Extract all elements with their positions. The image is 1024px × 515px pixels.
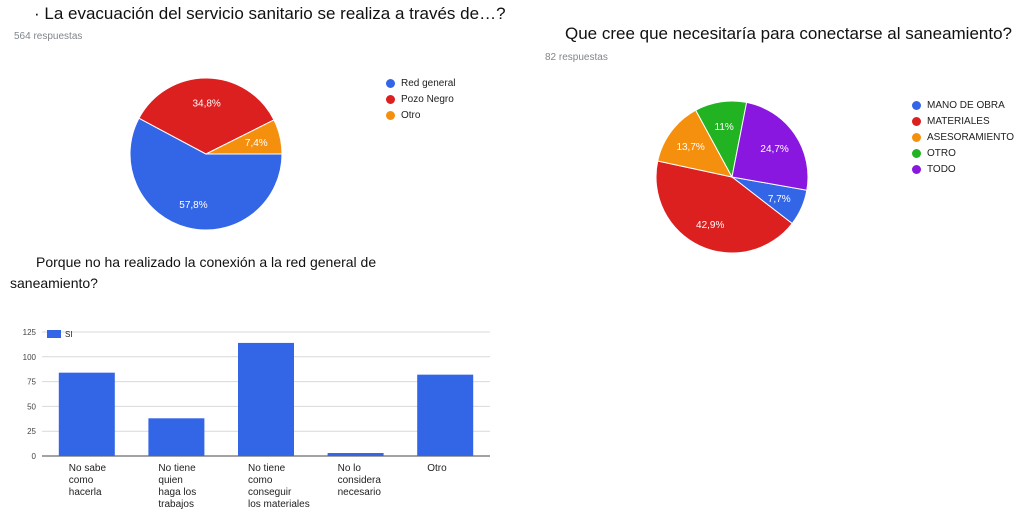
y-tick-label: 50 <box>27 402 36 411</box>
bar-5 <box>417 374 474 456</box>
chart1-response-count: 564 respuestas <box>14 31 83 42</box>
x-category-label: conseguir <box>248 487 292 498</box>
pie2-value-label: 24,7% <box>760 144 788 155</box>
pie1-value-label: 7,4% <box>245 138 268 149</box>
legend-label: OTRO <box>927 147 956 159</box>
legend-swatch <box>912 116 921 126</box>
pie1-value-label: 34,8% <box>192 98 220 109</box>
bar-3 <box>238 342 294 456</box>
x-category-label: No tiene <box>158 463 196 474</box>
x-category-label: haga los <box>158 487 196 498</box>
chart1-legend-item: Pozo Negro <box>386 91 455 107</box>
x-category-label: hacerla <box>69 487 102 498</box>
chart2-legend: MANO DE OBRA MATERIALES ASESORAMIENTO OTRO T… <box>912 97 1014 177</box>
x-category-label: No lo <box>338 463 362 474</box>
pie2-value-label: 42,9% <box>696 220 724 231</box>
chart3-title: Porque no ha realizado la conexión a la … <box>10 252 376 294</box>
chart3-title-line2: saneamiento? <box>10 275 98 291</box>
y-tick-label: 125 <box>23 328 37 337</box>
y-tick-label: 25 <box>27 427 36 436</box>
pie-chart-evacuacion: 57,8% 34,8% 7,4% <box>129 77 283 231</box>
chart2-legend-item: ASESORAMIENTO <box>912 129 1014 145</box>
chart1-legend-item: Red general <box>386 75 455 91</box>
x-category-label: los materiales <box>248 499 310 510</box>
pie2-slice-todo <box>731 101 809 191</box>
bar-4 <box>327 453 384 456</box>
chart1-legend-item: Otro <box>386 107 455 123</box>
bar-legend-label: SI <box>65 330 73 339</box>
chart1-legend: Red general Pozo Negro Otro <box>386 75 455 123</box>
y-tick-label: 0 <box>32 452 37 461</box>
pie1-slice-pozo-negro <box>138 77 275 155</box>
x-category-label: No sabe <box>69 463 107 474</box>
legend-label: MATERIALES <box>927 115 990 127</box>
legend-swatch <box>912 132 921 142</box>
chart2-title: Que cree que necesitaría para conectarse… <box>565 24 1012 43</box>
legend-label: Pozo Negro <box>401 93 454 105</box>
y-tick-label: 75 <box>27 378 36 387</box>
legend-label: Red general <box>401 77 456 89</box>
legend-label: TODO <box>927 163 956 175</box>
legend-swatch <box>386 110 395 120</box>
x-category-label: necesario <box>338 487 382 498</box>
pie2-value-label: 13,7% <box>676 142 704 153</box>
pie1-slice-red-general <box>129 117 283 231</box>
x-category-label: como <box>248 475 273 486</box>
legend-swatch <box>386 94 395 104</box>
legend-swatch <box>912 100 921 110</box>
chart2-legend-item: TODO <box>912 161 1014 177</box>
chart1-title: · La evacuación del servicio sanitario s… <box>34 4 506 23</box>
x-category-label: Otro <box>427 463 447 474</box>
chart2-legend-item: OTRO <box>912 145 1014 161</box>
pie1-slice-otro <box>205 119 283 155</box>
pie2-slice-materiales <box>655 160 793 254</box>
legend-swatch <box>912 164 921 174</box>
chart2-response-count: 82 respuestas <box>545 52 608 63</box>
legend-label: Otro <box>401 109 421 121</box>
chart2-legend-item: MATERIALES <box>912 113 1014 129</box>
pie-chart-necesidades: 7,7% 42,9% 13,7% 11% 24,7% <box>655 100 809 254</box>
pie1-value-label: 57,8% <box>179 200 207 211</box>
chart2-legend-item: MANO DE OBRA <box>912 97 1014 113</box>
pie2-slice-asesoramiento <box>657 109 733 178</box>
y-tick-label: 100 <box>23 353 37 362</box>
chart3-title-line1: Porque no ha realizado la conexión a la … <box>36 254 377 270</box>
legend-label: MANO DE OBRA <box>927 99 1005 111</box>
pie2-value-label: 7,7% <box>768 194 791 205</box>
legend-label: ASESORAMIENTO <box>927 131 1015 143</box>
bar-legend-swatch <box>47 330 61 338</box>
x-category-label: No tiene <box>248 463 286 474</box>
bar-2 <box>148 418 205 456</box>
bar-1 <box>58 372 115 456</box>
x-category-label: quien <box>158 475 182 486</box>
x-category-label: considera <box>338 475 382 486</box>
pie2-value-label: 11% <box>715 122 734 133</box>
x-category-label: trabajos <box>158 499 194 510</box>
legend-swatch <box>386 78 395 88</box>
legend-swatch <box>912 148 921 158</box>
x-category-label: como <box>69 475 94 486</box>
